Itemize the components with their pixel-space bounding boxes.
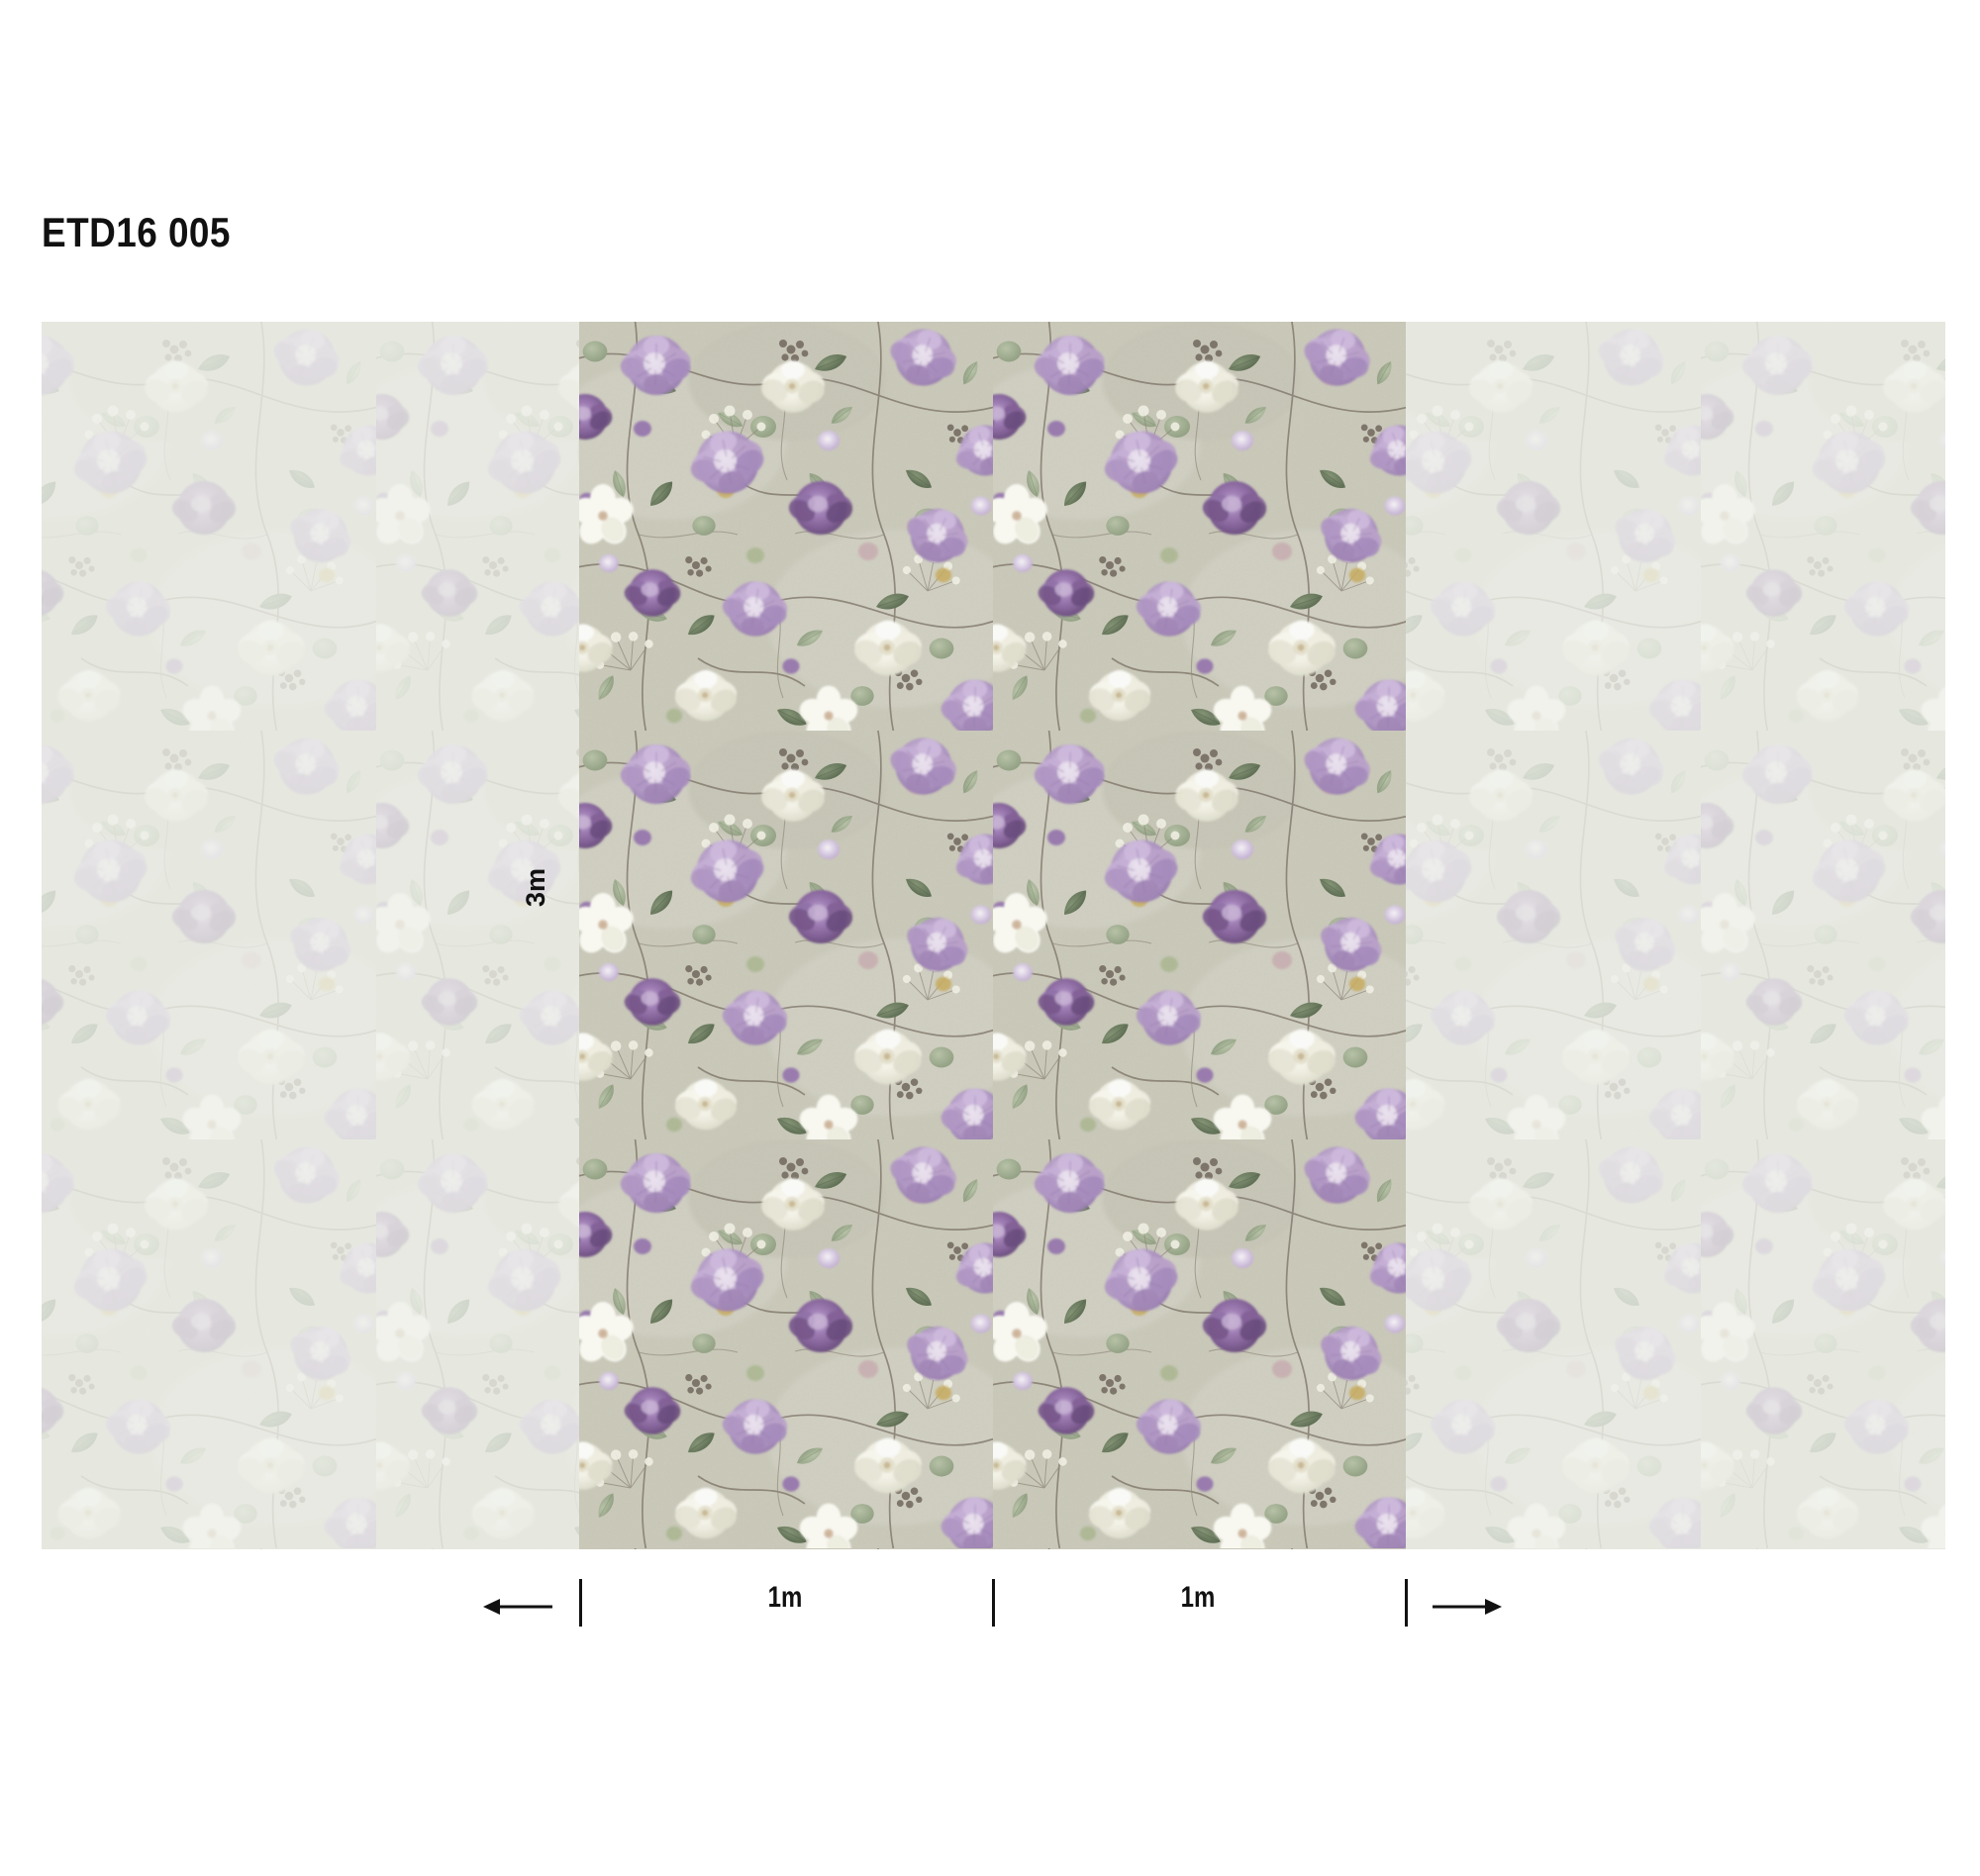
floral-pattern-right: [1406, 322, 1945, 1549]
wallpaper-swatch-board: [42, 322, 1945, 1549]
scale-tick-end: [1405, 1579, 1408, 1627]
arrow-left-icon: [483, 1596, 554, 1618]
floral-pattern-main: [579, 322, 1406, 1549]
swatch-panel-left: [42, 322, 579, 1549]
scale-tick-start: [579, 1579, 582, 1627]
page-title: ETD16 005: [42, 209, 231, 255]
arrow-right-icon: [1431, 1596, 1502, 1618]
swatch-panel-main: [579, 322, 1406, 1549]
width-scale-bar: 1m 1m: [0, 1579, 1980, 1668]
swatch-panel-right: [1406, 322, 1945, 1549]
width-measurement-label-2: 1m: [1180, 1581, 1216, 1614]
width-measurement-label-1: 1m: [767, 1581, 803, 1614]
height-measurement-label: 3m: [521, 867, 550, 907]
floral-pattern-left: [42, 322, 579, 1549]
scale-tick-middle: [992, 1579, 995, 1627]
